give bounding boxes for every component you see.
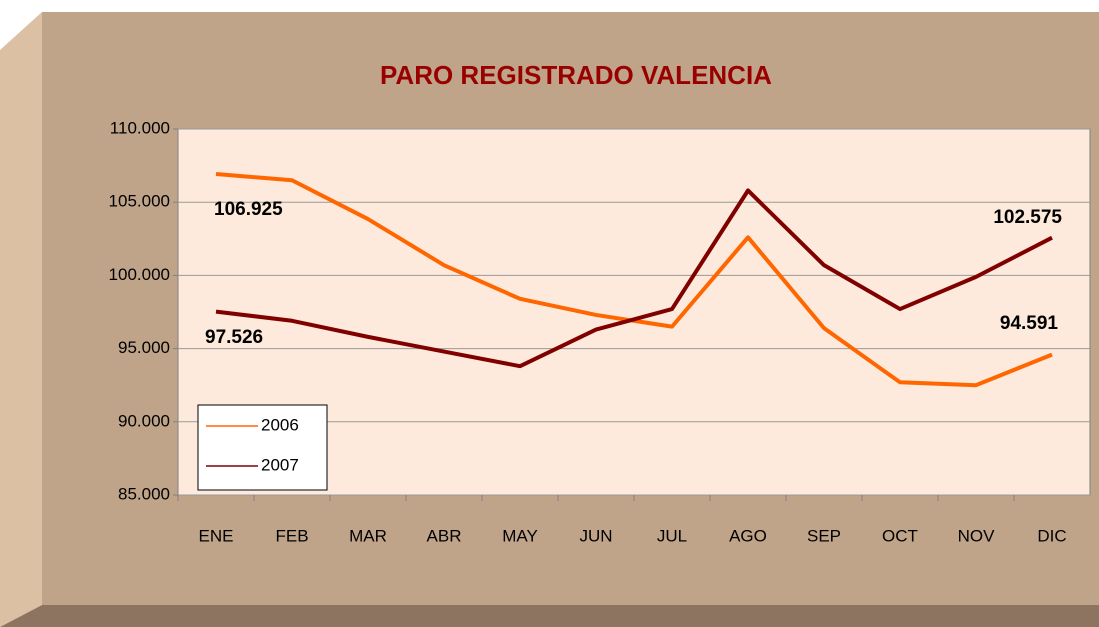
x-tick-label: FEB xyxy=(275,526,308,545)
data-label: 94.591 xyxy=(1000,313,1059,334)
y-tick-label: 105.000 xyxy=(109,192,170,211)
x-tick-label: JUL xyxy=(657,526,687,545)
x-tick-label: NOV xyxy=(958,526,996,545)
x-tick-label: AGO xyxy=(729,526,767,545)
frame-bevel-bottom xyxy=(0,605,1099,627)
frame-bevel-left xyxy=(0,12,42,627)
x-tick-label: OCT xyxy=(882,526,918,545)
data-label: 102.575 xyxy=(993,207,1062,228)
x-tick-label: DIC xyxy=(1037,526,1066,545)
y-tick-label: 100.000 xyxy=(109,265,170,284)
data-label: 106.925 xyxy=(214,199,283,220)
legend-label: 2007 xyxy=(261,455,299,474)
chart-title: PARO REGISTRADO VALENCIA xyxy=(380,60,772,90)
x-tick-label: SEP xyxy=(807,526,841,545)
x-tick-label: MAY xyxy=(502,526,538,545)
data-label: 97.526 xyxy=(205,327,263,348)
legend xyxy=(197,404,328,491)
series-line xyxy=(215,188,1053,369)
x-tick-label: MAR xyxy=(349,526,387,545)
y-tick-label: 90.000 xyxy=(118,411,170,430)
plot-area xyxy=(177,128,1091,496)
x-tick-label: JUN xyxy=(579,526,612,545)
x-tick-label: ABR xyxy=(427,526,462,545)
y-tick-label: 95.000 xyxy=(118,338,170,357)
y-tick-label: 110.000 xyxy=(110,118,170,137)
legend-label: 2006 xyxy=(261,415,299,434)
x-tick-label: ENE xyxy=(199,526,234,545)
y-tick-label: 85.000 xyxy=(118,484,170,503)
